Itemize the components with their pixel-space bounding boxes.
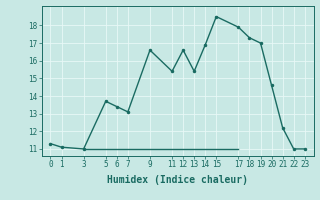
- X-axis label: Humidex (Indice chaleur): Humidex (Indice chaleur): [107, 175, 248, 185]
